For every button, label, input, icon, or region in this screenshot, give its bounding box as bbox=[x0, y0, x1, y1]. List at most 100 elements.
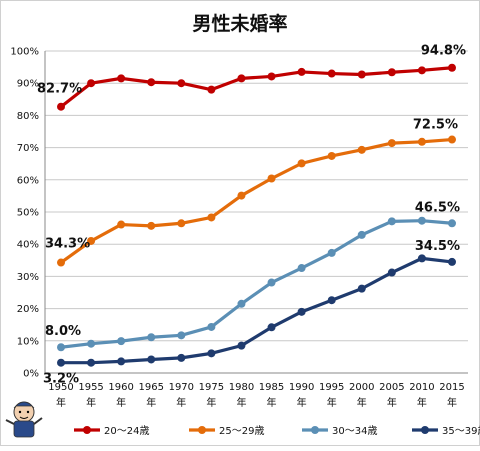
y-tick-label: 10% bbox=[17, 336, 39, 347]
data-point bbox=[207, 349, 216, 358]
x-tick-label: 2005 bbox=[379, 382, 404, 393]
data-label: 8.0% bbox=[45, 324, 81, 339]
data-point bbox=[417, 216, 426, 225]
legend-marker bbox=[421, 426, 429, 434]
data-point bbox=[267, 278, 276, 287]
data-label: 3.2% bbox=[43, 372, 79, 387]
data-point bbox=[327, 151, 336, 160]
data-point bbox=[297, 307, 306, 316]
legend-marker bbox=[198, 426, 206, 434]
x-tick-suffix: 年 bbox=[146, 396, 156, 409]
data-point bbox=[417, 137, 426, 146]
data-labels: 82.7% 94.8% 34.3% 72.5% 8.0% 46.5% 3.2% 34.5% bbox=[37, 44, 466, 387]
legend-marker bbox=[83, 426, 91, 434]
chart-title: 男性未婚率 bbox=[192, 12, 287, 35]
data-point bbox=[87, 358, 96, 367]
legend-label: 20～24歳 bbox=[104, 425, 149, 437]
data-point bbox=[177, 353, 186, 362]
data-point bbox=[448, 135, 456, 144]
data-point bbox=[357, 230, 366, 239]
data-point bbox=[448, 257, 456, 266]
x-tick-label: 1985 bbox=[259, 382, 284, 393]
data-point bbox=[177, 219, 186, 228]
data-label: 72.5% bbox=[413, 118, 458, 133]
x-tick-suffix: 年 bbox=[116, 396, 126, 409]
data-point bbox=[177, 331, 186, 340]
data-point bbox=[297, 159, 306, 168]
y-tick-label: 40% bbox=[17, 240, 39, 251]
data-point bbox=[237, 341, 246, 350]
data-point bbox=[297, 264, 306, 273]
y-tick-label: 0% bbox=[23, 369, 39, 380]
data-point bbox=[267, 323, 276, 332]
x-tick-label: 1960 bbox=[108, 382, 133, 393]
data-label: 34.5% bbox=[415, 239, 460, 254]
x-tick-suffix: 年 bbox=[86, 396, 96, 409]
x-tick-suffix: 年 bbox=[236, 396, 246, 409]
x-tick-label: 2010 bbox=[409, 382, 434, 393]
data-point bbox=[237, 191, 246, 200]
data-point bbox=[387, 217, 396, 226]
y-tick-label: 70% bbox=[17, 143, 39, 154]
legend-label: 30～34歳 bbox=[332, 425, 377, 437]
data-point bbox=[177, 79, 186, 88]
data-point bbox=[207, 85, 216, 94]
x-tick-label: 1955 bbox=[78, 382, 103, 393]
data-point bbox=[117, 357, 126, 366]
legend-marker bbox=[311, 426, 319, 434]
data-point bbox=[207, 322, 216, 331]
series-line bbox=[60, 219, 453, 349]
data-point bbox=[387, 139, 396, 148]
data-label: 94.8% bbox=[421, 44, 466, 59]
x-tick-suffix: 年 bbox=[56, 396, 66, 409]
data-point bbox=[147, 221, 156, 230]
data-point bbox=[267, 174, 276, 183]
data-point bbox=[147, 355, 156, 364]
data-label: 46.5% bbox=[415, 200, 460, 215]
x-tick-label: 1995 bbox=[319, 382, 344, 393]
data-point bbox=[387, 268, 396, 277]
series-line bbox=[61, 256, 453, 365]
y-tick-label: 80% bbox=[17, 111, 39, 122]
data-point bbox=[57, 343, 65, 352]
data-point bbox=[57, 358, 65, 367]
data-point bbox=[237, 74, 246, 83]
x-tick-suffix: 年 bbox=[327, 396, 337, 409]
y-tick-label: 50% bbox=[17, 208, 39, 219]
data-point bbox=[327, 248, 336, 257]
x-tick-label: 1975 bbox=[199, 382, 224, 393]
legend: 20～24歳 25～29歳 30～34歳 35～39歳 bbox=[74, 425, 480, 437]
legend-label: 35～39歳 bbox=[442, 425, 480, 437]
data-point bbox=[117, 220, 126, 229]
data-label: 34.3% bbox=[45, 237, 90, 252]
series-line bbox=[60, 137, 453, 264]
data-point bbox=[297, 67, 306, 76]
x-tick-suffix: 年 bbox=[417, 396, 427, 409]
data-point bbox=[417, 254, 426, 263]
x-tick-suffix: 年 bbox=[206, 396, 216, 409]
data-point bbox=[87, 339, 96, 348]
x-tick-label: 2015 bbox=[439, 382, 464, 393]
x-tick-label: 1970 bbox=[169, 382, 194, 393]
x-tick-label: 1950 bbox=[48, 382, 73, 393]
character-mascot-icon bbox=[5, 401, 43, 438]
data-point bbox=[267, 72, 276, 81]
data-point bbox=[357, 70, 366, 79]
series-layer bbox=[57, 63, 456, 367]
data-point bbox=[327, 69, 336, 78]
legend-label: 25～29歳 bbox=[219, 425, 264, 437]
data-point bbox=[387, 68, 396, 77]
x-tick-label: 1990 bbox=[289, 382, 314, 393]
data-point bbox=[207, 213, 216, 222]
data-point bbox=[357, 145, 366, 154]
data-point bbox=[117, 74, 126, 83]
data-point bbox=[237, 299, 246, 308]
x-tick-label: 1980 bbox=[229, 382, 254, 393]
x-tick-suffix: 年 bbox=[357, 396, 367, 409]
data-point bbox=[87, 79, 96, 88]
data-point bbox=[147, 333, 156, 342]
series-line bbox=[60, 66, 453, 108]
x-tick-suffix: 年 bbox=[267, 396, 277, 409]
